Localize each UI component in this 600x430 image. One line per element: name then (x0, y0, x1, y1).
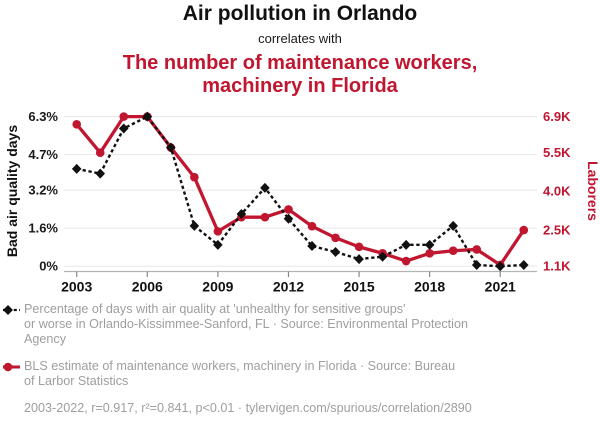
chart-subtitle: correlates with (258, 31, 342, 46)
legend-item-air-quality: Percentage of days with air quality at '… (3, 302, 591, 347)
svg-text:2021: 2021 (485, 279, 516, 295)
chart-secondary-title: The number of maintenance workers, machi… (0, 52, 600, 98)
left-axis-ticks: 0% 1.6% 3.2% 4.7% 6.3% (28, 109, 58, 274)
chart-title: Air pollution in Orlando (182, 2, 418, 25)
x-axis-ticks: 2003 2006 2009 2012 2015 2018 2021 (61, 271, 516, 295)
chart-header: Air pollution in Orlando correlates with… (0, 2, 600, 98)
legend-item-laborers: BLS estimate of maintenance workers, mac… (3, 359, 591, 389)
svg-text:3.2%: 3.2% (28, 183, 58, 198)
svg-text:6.3%: 6.3% (28, 109, 58, 124)
secondary-title-line1: The number of maintenance workers, (122, 52, 478, 74)
svg-text:4.7%: 4.7% (28, 147, 58, 162)
legend-text-air-quality: Percentage of days with air quality at '… (24, 302, 468, 347)
svg-text:1.6%: 1.6% (28, 221, 58, 236)
svg-text:2015: 2015 (343, 279, 374, 295)
svg-text:2012: 2012 (273, 279, 304, 295)
legend-air-quality-line1: Percentage of days with air quality at '… (24, 302, 406, 316)
legend-text-laborers: BLS estimate of maintenance workers, mac… (24, 359, 455, 389)
svg-text:0%: 0% (39, 259, 58, 274)
stats-footnote: 2003-2022, r=0.917, r²=0.841, p<0.01 · t… (24, 401, 472, 415)
svg-text:2006: 2006 (132, 279, 163, 295)
legend-laborers-line2: of Larbor Statistics (24, 374, 129, 388)
svg-text:6.9K: 6.9K (543, 109, 571, 124)
chart-legend: Percentage of days with air quality at '… (3, 302, 591, 416)
right-axis-ticks: 1.1K 2.5K 4.0K 5.5K 6.9K (543, 109, 571, 274)
gridlines (64, 116, 537, 267)
svg-text:2009: 2009 (202, 279, 233, 295)
svg-text:2.5K: 2.5K (543, 222, 571, 237)
svg-text:4.0K: 4.0K (543, 184, 571, 199)
legend-laborers-line1: BLS estimate of maintenance workers, mac… (24, 359, 456, 373)
svg-text:5.5K: 5.5K (543, 145, 571, 160)
svg-text:2018: 2018 (414, 279, 445, 295)
legend-air-quality-line3: Agency (24, 332, 67, 346)
black-dashed-diamond-legend-icon (3, 304, 20, 320)
red-solid-circle-legend-icon (3, 361, 20, 377)
correlation-line-chart: 0% 1.6% 3.2% 4.7% 6.3% 1.1K 2.5K 4.0K 5.5K 6.9K 20… (4, 109, 600, 295)
series-air-quality (71, 111, 529, 272)
secondary-title-line2: machinery in Florida (202, 75, 398, 97)
right-axis-title: Laborers (585, 161, 600, 221)
left-axis-title: Bad air quality days (4, 125, 20, 257)
legend-air-quality-line2: or worse in Orlando-Kissimmee-Sanford, F… (24, 317, 468, 331)
svg-text:2003: 2003 (61, 279, 92, 295)
svg-text:1.1K: 1.1K (543, 259, 571, 274)
